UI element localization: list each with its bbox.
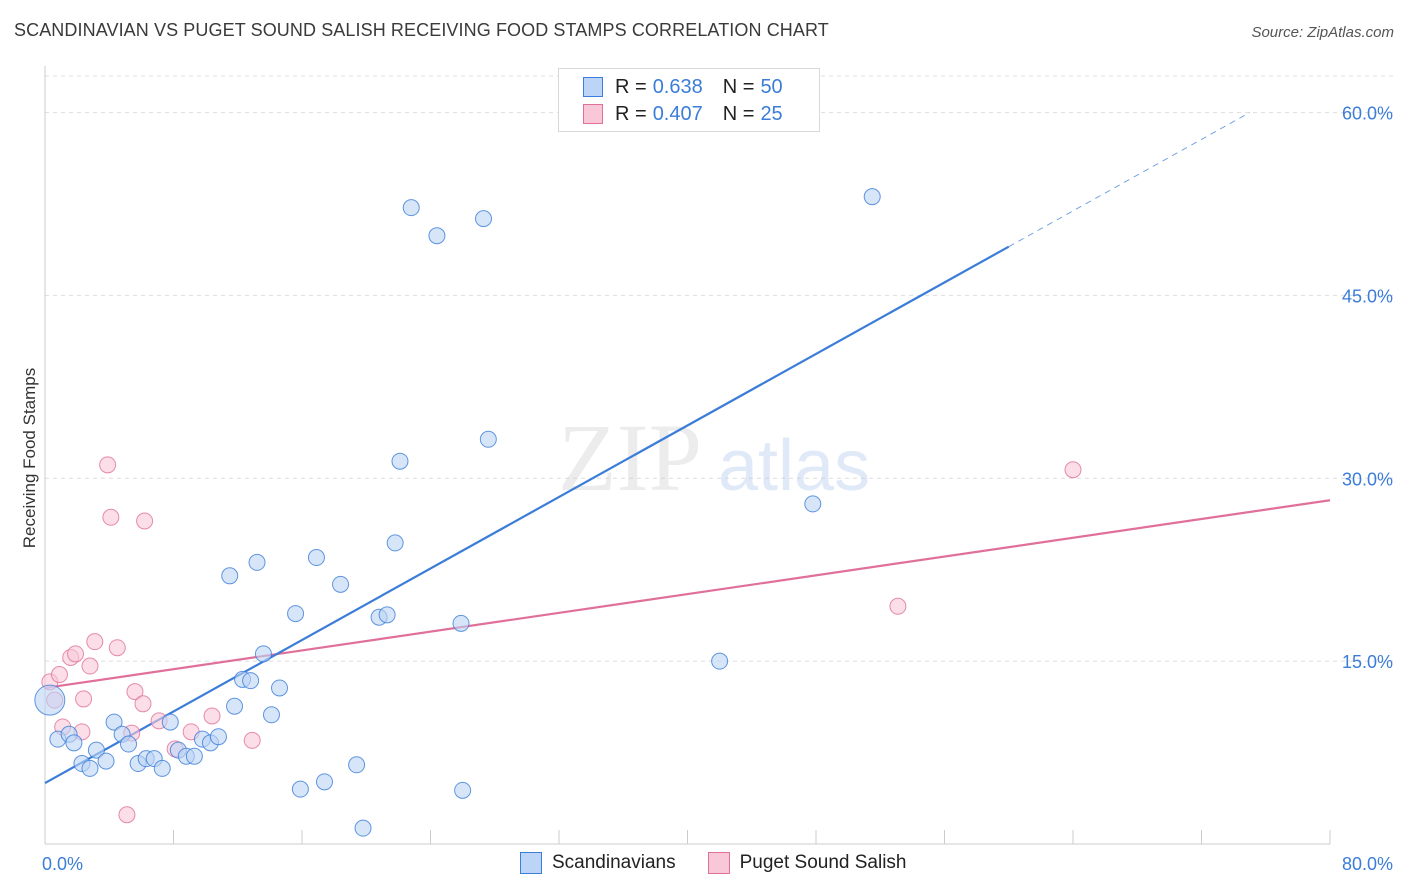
y-axis-label: Receiving Food Stamps	[20, 368, 39, 548]
point-scandinavians	[479, 430, 497, 448]
point-scandinavians	[81, 759, 99, 777]
n-label: N =	[722, 75, 755, 98]
legend-item-scandinavians: Scandinavians	[520, 852, 676, 874]
point-puget-sound-salish	[67, 645, 85, 663]
point-scandinavians	[402, 199, 420, 217]
chart-title: SCANDINAVIAN VS PUGET SOUND SALISH RECEI…	[14, 20, 829, 40]
point-puget-sound-salish	[118, 806, 136, 824]
trend-line-puget-sound-salish	[44, 499, 1331, 690]
r-label: R =	[615, 75, 647, 98]
point-puget-sound-salish	[889, 597, 907, 615]
point-puget-sound-salish	[136, 512, 154, 530]
point-scandinavians	[34, 684, 66, 716]
point-scandinavians	[386, 534, 404, 552]
point-puget-sound-salish	[81, 657, 99, 675]
r-value: 0.407	[652, 102, 703, 125]
legend-label: Scandinavians	[552, 852, 676, 873]
correlation-legend: R = 0.638 N = 50 R = 0.407 N = 25	[558, 68, 820, 132]
point-scandinavians	[452, 614, 470, 632]
point-puget-sound-salish	[108, 639, 126, 657]
point-scandinavians	[262, 706, 280, 724]
point-scandinavians	[315, 773, 333, 791]
point-puget-sound-salish	[126, 683, 144, 701]
point-puget-sound-salish	[86, 633, 104, 651]
y-tick-label: 15.0%	[1342, 652, 1393, 672]
point-puget-sound-salish	[99, 456, 117, 474]
point-scandinavians	[242, 672, 260, 690]
data-points	[34, 188, 1082, 837]
point-puget-sound-salish	[203, 707, 221, 725]
point-scandinavians	[153, 759, 171, 777]
y-tick-label: 45.0%	[1342, 286, 1393, 306]
legend-row-puget-sound-salish: R = 0.407 N = 25	[583, 102, 783, 126]
n-label: N =	[722, 102, 755, 125]
point-scandinavians	[287, 605, 305, 623]
legend-item-puget-sound-salish: Puget Sound Salish	[707, 852, 907, 874]
series-legend: Scandinavians Puget Sound Salish	[520, 852, 939, 874]
x-tick-label: 80.0%	[1342, 854, 1393, 874]
point-scandinavians	[105, 713, 123, 731]
point-scandinavians	[348, 756, 366, 774]
r-label: R =	[615, 102, 647, 125]
grid-lines	[45, 75, 1395, 662]
legend-label: Puget Sound Salish	[739, 852, 907, 873]
point-puget-sound-salish	[75, 690, 93, 708]
y-tick-label: 60.0%	[1342, 104, 1393, 124]
trend-line-scandinavians	[44, 245, 1010, 785]
n-value: 25	[760, 102, 783, 125]
watermark-atlas: atlas	[718, 426, 870, 506]
legend-swatch-pink	[707, 852, 730, 874]
point-scandinavians	[226, 697, 244, 715]
point-scandinavians	[391, 452, 409, 470]
point-scandinavians	[804, 495, 822, 513]
point-scandinavians	[332, 575, 350, 593]
point-scandinavians	[291, 780, 309, 798]
source-label: Source: ZipAtlas.com	[1251, 24, 1394, 41]
trend-line-extension	[1008, 112, 1250, 248]
r-value: 0.638	[652, 75, 703, 98]
point-puget-sound-salish	[1064, 461, 1082, 479]
n-value: 50	[760, 75, 783, 98]
point-scandinavians	[248, 553, 266, 571]
point-puget-sound-salish	[243, 731, 261, 749]
point-puget-sound-salish	[134, 695, 152, 713]
watermark: ZIP atlas	[558, 404, 870, 511]
point-scandinavians	[863, 188, 881, 206]
point-scandinavians	[711, 652, 729, 670]
x-tick-label: 0.0%	[42, 854, 83, 874]
point-scandinavians	[65, 734, 83, 752]
legend-swatch-blue	[583, 77, 603, 97]
point-scandinavians	[475, 210, 493, 228]
point-puget-sound-salish	[50, 666, 68, 684]
point-scandinavians	[120, 735, 138, 753]
point-scandinavians	[87, 741, 105, 759]
point-scandinavians	[254, 645, 272, 663]
point-scandinavians	[428, 227, 446, 245]
legend-swatch-pink	[583, 104, 603, 124]
tick-labels: 15.0% 30.0% 45.0% 60.0% 0.0% 80.0%	[42, 104, 1393, 874]
point-scandinavians	[307, 549, 325, 567]
point-scandinavians	[454, 781, 472, 799]
legend-row-scandinavians: R = 0.638 N = 50	[583, 75, 783, 99]
point-scandinavians	[209, 728, 227, 746]
point-puget-sound-salish	[102, 508, 120, 526]
point-scandinavians	[185, 747, 203, 765]
point-scandinavians	[354, 819, 372, 837]
point-scandinavians	[221, 567, 239, 585]
point-scandinavians	[97, 752, 115, 770]
point-scandinavians	[161, 713, 179, 731]
point-scandinavians	[271, 679, 289, 697]
legend-swatch-blue	[520, 852, 542, 874]
y-tick-label: 30.0%	[1342, 469, 1393, 489]
point-scandinavians	[378, 606, 396, 624]
